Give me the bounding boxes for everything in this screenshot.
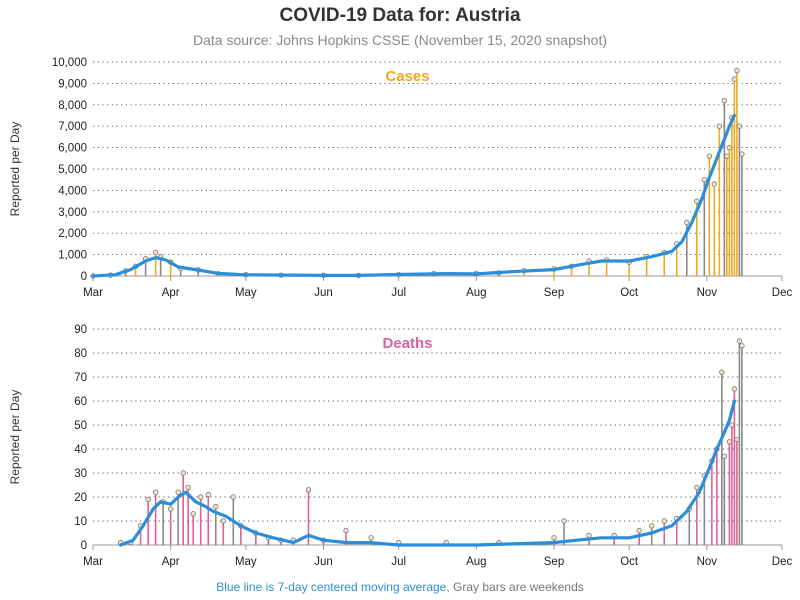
x-tick-label: Oct <box>620 287 639 299</box>
daily-point <box>694 198 700 204</box>
x-tick-label: Apr <box>162 556 180 568</box>
daily-point <box>343 527 349 534</box>
y-tick-label: 10,000 <box>52 57 87 69</box>
panel-label: Deaths <box>382 335 432 352</box>
y-tick-label: 6,000 <box>58 143 87 155</box>
x-tick-label: Nov <box>697 556 718 568</box>
y-tick-label: 7,000 <box>58 121 87 133</box>
daily-point <box>731 386 738 392</box>
x-tick-label: Mar <box>83 287 103 299</box>
y-tick-label: 8,000 <box>58 100 87 112</box>
y-axis-label: Reported per Day <box>8 390 22 485</box>
daily-point <box>175 489 181 495</box>
y-tick-label: 3,000 <box>58 207 87 219</box>
x-tick-label: Dec <box>772 556 793 568</box>
daily-point <box>736 123 743 129</box>
y-axis-label: Reported per Day <box>8 122 22 217</box>
x-tick-label: May <box>235 287 257 299</box>
daily-point <box>220 518 226 524</box>
x-tick-label: Mar <box>83 556 103 568</box>
daily-point <box>734 436 740 443</box>
panel-label: Cases <box>385 68 429 85</box>
y-tick-label: 10 <box>74 516 87 528</box>
daily-point <box>721 453 728 459</box>
daily-point <box>716 123 723 129</box>
daily-point <box>706 153 713 159</box>
daily-point <box>661 518 667 524</box>
x-tick-label: Dec <box>772 287 793 299</box>
daily-point <box>551 535 557 541</box>
daily-point <box>190 511 196 517</box>
y-tick-label: 60 <box>74 396 87 408</box>
chart-title: COVID-19 Data for: Austria <box>279 5 521 26</box>
chart-subtitle: Data source: Johns Hopkins CSSE (Novembe… <box>193 32 607 48</box>
cases-panel: 0 1,000 2,000 3,000 4,000 5,000 6,000 7,000 8,00… <box>8 57 792 299</box>
y-tick-label: 30 <box>74 468 87 480</box>
y-tick-label: 40 <box>74 444 87 456</box>
daily-point <box>729 422 735 428</box>
daily-point <box>726 144 733 151</box>
y-tick-label: 2,000 <box>58 228 87 240</box>
deaths-panel: 0 10 20 30 40 50 60 70 80 90 Mar Apr May Jun Jul Aug Sep… <box>8 324 792 568</box>
daily-point <box>185 484 191 491</box>
y-tick-label: 5,000 <box>58 164 87 176</box>
y-tick-label: 0 <box>81 540 87 552</box>
footer-weekend-note: Gray bars are weekends <box>453 580 584 594</box>
x-tick-label: Jun <box>314 287 333 299</box>
y-tick-label: 50 <box>74 420 87 432</box>
daily-point <box>152 249 159 256</box>
y-tick-label: 90 <box>74 324 87 336</box>
y-tick-label: 80 <box>74 348 87 360</box>
daily-point <box>684 219 690 226</box>
daily-point <box>205 491 211 498</box>
daily-point <box>711 181 718 187</box>
x-tick-label: Aug <box>466 556 486 568</box>
daily-point <box>586 532 592 539</box>
daily-point <box>694 484 700 491</box>
footer-moving-average-note: Blue line is 7-day centered moving avera… <box>216 580 450 594</box>
chart-footer: Blue line is 7-day centered moving avera… <box>0 580 800 594</box>
daily-point <box>198 494 204 500</box>
daily-point <box>724 153 730 159</box>
daily-point <box>180 470 186 476</box>
y-tick-label: 70 <box>74 372 87 384</box>
moving-average-line <box>91 113 737 278</box>
y-tick-label: 1,000 <box>58 250 87 262</box>
daily-point <box>230 494 237 500</box>
y-tick-label: 20 <box>74 492 87 504</box>
daily-point <box>145 496 151 503</box>
daily-point <box>167 506 174 512</box>
daily-point <box>649 523 655 529</box>
x-tick-label: Oct <box>620 556 639 568</box>
daily-point <box>152 489 159 495</box>
daily-point <box>721 97 728 104</box>
daily-point <box>305 487 312 493</box>
x-tick-label: Aug <box>466 287 486 299</box>
daily-point <box>731 76 738 82</box>
y-tick-label: 0 <box>81 271 87 283</box>
daily-point <box>736 338 743 344</box>
daily-point <box>734 67 740 74</box>
x-tick-label: May <box>235 556 257 568</box>
daily-point <box>719 369 725 375</box>
x-tick-label: Jul <box>391 287 406 299</box>
x-tick-label: Jun <box>314 556 333 568</box>
x-tick-label: Apr <box>162 287 180 299</box>
daily-point <box>636 527 642 534</box>
x-tick-label: Sep <box>544 287 564 299</box>
moving-average-line <box>118 399 737 547</box>
daily-point <box>701 176 708 183</box>
daily-point <box>739 151 745 157</box>
daily-point <box>739 343 745 349</box>
y-tick-label: 4,000 <box>58 185 87 197</box>
y-tick-label: 9,000 <box>58 78 87 90</box>
daily-point <box>368 535 374 541</box>
daily-point <box>213 503 219 510</box>
daily-point <box>561 518 567 524</box>
daily-point <box>726 439 733 445</box>
x-tick-label: Jul <box>391 556 406 568</box>
x-tick-label: Nov <box>697 287 718 299</box>
x-tick-label: Sep <box>544 556 564 568</box>
